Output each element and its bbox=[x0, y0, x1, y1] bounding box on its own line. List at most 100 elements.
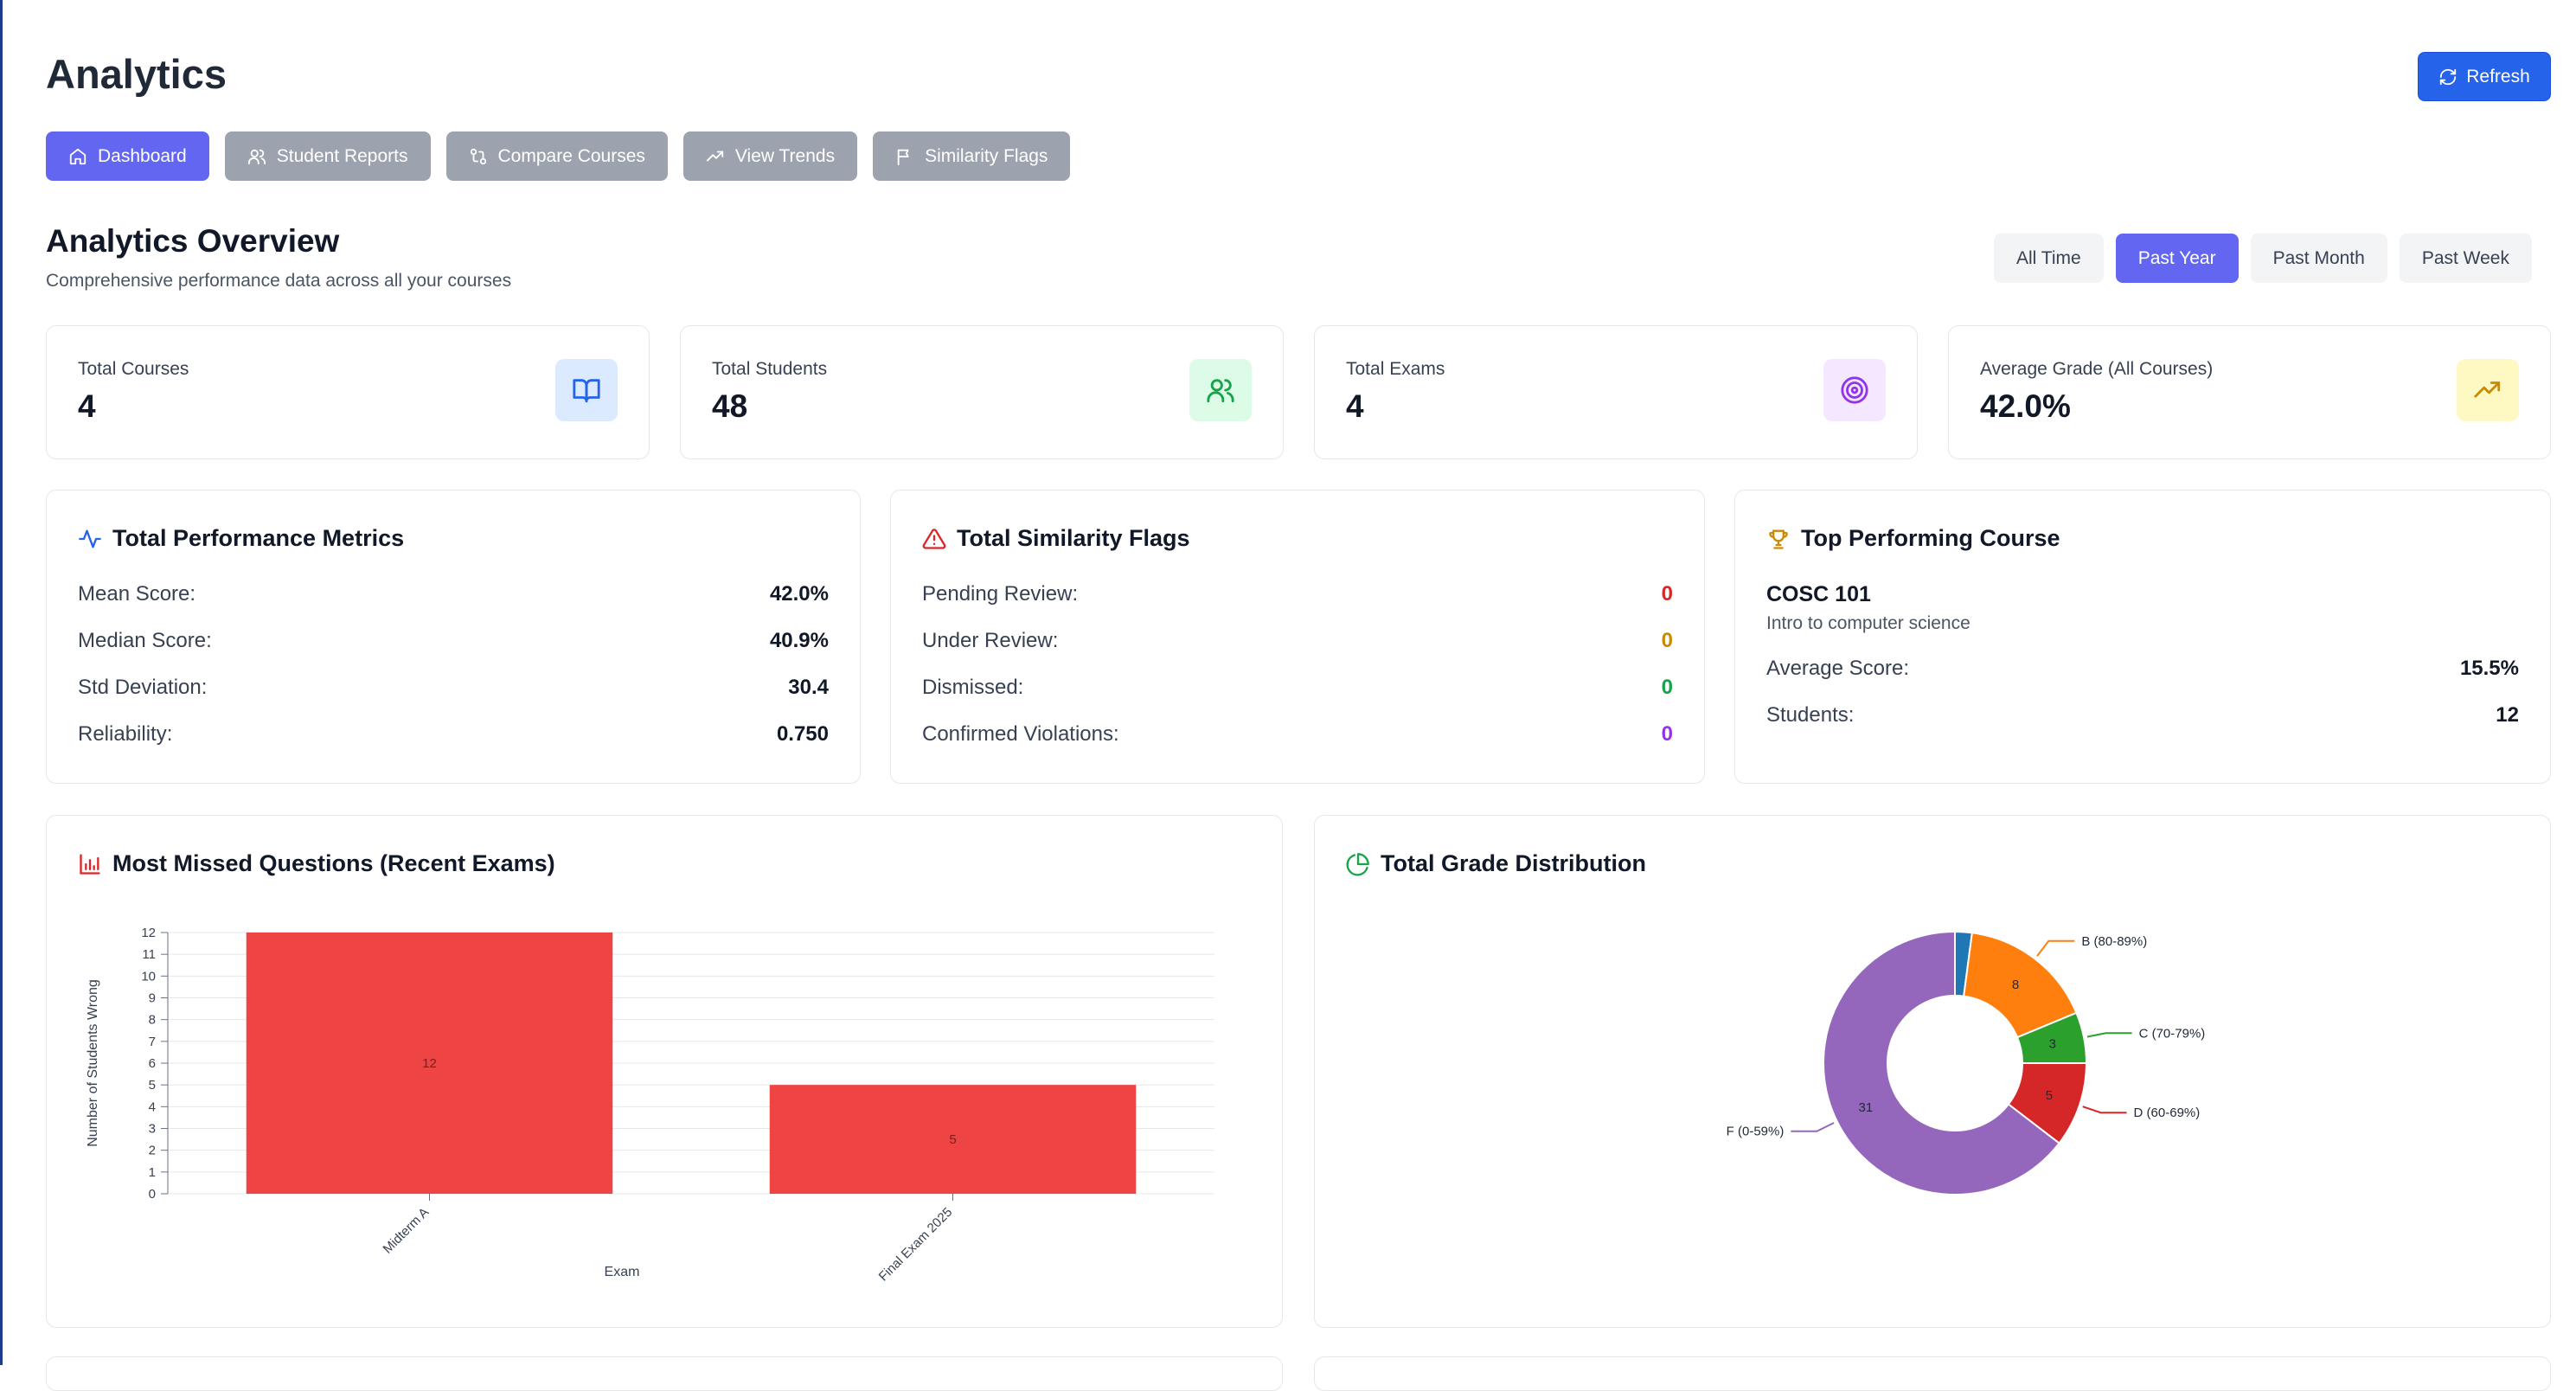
home-icon bbox=[69, 148, 87, 164]
stat-label: Total Courses bbox=[78, 359, 189, 379]
tab-compare-courses[interactable]: Compare Courses bbox=[445, 131, 668, 181]
period-past-year[interactable]: Past Year bbox=[2115, 234, 2239, 283]
course-row: Students: 12 bbox=[1766, 703, 2519, 728]
metric-label: Median Score: bbox=[78, 629, 212, 652]
flag-row: Under Review: 0 bbox=[922, 629, 1673, 653]
bar-value-label: 5 bbox=[949, 1132, 956, 1147]
tab-view-trends-label: View Trends bbox=[734, 145, 836, 166]
next-card-right bbox=[1314, 1356, 2551, 1391]
flag-icon bbox=[897, 149, 909, 165]
metric-row: Mean Score: 42.0% bbox=[78, 582, 829, 606]
tab-dashboard-label: Dashboard bbox=[98, 145, 187, 166]
compare-icon bbox=[470, 148, 486, 164]
flag-label: Pending Review: bbox=[922, 582, 1079, 606]
bar-value-label: 12 bbox=[422, 1056, 437, 1071]
flag-row: Pending Review: 0 bbox=[922, 582, 1673, 606]
stat-value: 48 bbox=[712, 388, 748, 424]
stat-label: Average Grade (All Courses) bbox=[1980, 359, 2214, 379]
stat-icon-box bbox=[2457, 359, 2519, 421]
y-tick-label: 10 bbox=[141, 969, 156, 984]
stat-icon-box bbox=[555, 359, 618, 421]
tab-similarity-flags[interactable]: Similarity Flags bbox=[873, 131, 1071, 181]
users-icon bbox=[247, 149, 266, 164]
y-tick-label: 0 bbox=[149, 1187, 156, 1202]
top-course-card: Top Performing Course COSC 101 Intro to … bbox=[1734, 490, 2551, 784]
similarity-flags-card: Total Similarity Flags Pending Review: 0 … bbox=[890, 490, 1705, 784]
stat-card-exams: Total Exams 4 bbox=[1314, 325, 1918, 459]
slice-label: B (80-89%) bbox=[2081, 934, 2147, 949]
trophy-icon bbox=[1769, 529, 1788, 549]
y-axis-label: Number of Students Wrong bbox=[86, 979, 100, 1147]
card-title-text: Most Missed Questions (Recent Exams) bbox=[112, 850, 555, 876]
slice-label: C (70-79%) bbox=[2139, 1026, 2206, 1041]
bar bbox=[769, 1085, 1137, 1194]
stat-value: 4 bbox=[1346, 388, 1364, 424]
tab-dashboard[interactable]: Dashboard bbox=[46, 131, 209, 181]
x-tick-label: Final Exam 2025 bbox=[876, 1205, 956, 1285]
slice-leader-line bbox=[2082, 1106, 2127, 1114]
stat-icon-box bbox=[1823, 359, 1886, 421]
refresh-label: Refresh bbox=[2466, 66, 2530, 87]
slice-value-label: 3 bbox=[2049, 1037, 2056, 1052]
period-past-week[interactable]: Past Week bbox=[2399, 234, 2532, 283]
stat-card-average-grade: Average Grade (All Courses) 42.0% bbox=[1948, 325, 2551, 459]
nav-tabs: Dashboard Student Reports Compare Course… bbox=[46, 131, 1071, 181]
card-title-text: Total Performance Metrics bbox=[112, 525, 405, 551]
course-value: 12 bbox=[2496, 703, 2519, 727]
stat-value: 42.0% bbox=[1980, 388, 2071, 424]
tab-student-reports[interactable]: Student Reports bbox=[224, 131, 431, 181]
y-tick-label: 5 bbox=[149, 1078, 156, 1093]
tab-student-reports-label: Student Reports bbox=[276, 145, 408, 166]
y-tick-label: 11 bbox=[142, 947, 156, 962]
grade-distribution-title: Total Grade Distribution bbox=[1346, 850, 1646, 877]
course-value: 15.5% bbox=[2459, 657, 2519, 680]
trending-up-icon bbox=[2474, 381, 2501, 398]
slice-label: D (60-69%) bbox=[2134, 1106, 2201, 1120]
next-card-left bbox=[46, 1356, 1283, 1391]
top-course-code: COSC 101 bbox=[1766, 582, 1871, 606]
warning-icon bbox=[922, 528, 946, 549]
slice-label: F (0-59%) bbox=[1727, 1125, 1785, 1139]
flag-label: Under Review: bbox=[922, 629, 1059, 652]
grade-distribution-card: Total Grade Distribution 8 B (80-89%) 3 C (… bbox=[1314, 815, 2551, 1328]
slice-leader-line bbox=[2086, 1032, 2132, 1038]
slice-value-label: 31 bbox=[1859, 1100, 1874, 1115]
tab-view-trends[interactable]: View Trends bbox=[682, 131, 858, 181]
refresh-button[interactable]: Refresh bbox=[2418, 52, 2551, 101]
period-past-month[interactable]: Past Month bbox=[2250, 234, 2387, 283]
y-tick-label: 12 bbox=[141, 926, 156, 940]
course-label: Average Score: bbox=[1766, 657, 1909, 680]
slice-leader-line bbox=[2036, 939, 2075, 957]
slice-value-label: 8 bbox=[2012, 978, 2019, 992]
y-tick-label: 7 bbox=[149, 1035, 156, 1049]
flag-value: 0 bbox=[1661, 722, 1673, 746]
metric-label: Mean Score: bbox=[78, 582, 196, 606]
overview-subtitle: Comprehensive performance data across al… bbox=[46, 271, 512, 291]
x-axis-label: Exam bbox=[605, 1265, 640, 1279]
metric-value: 30.4 bbox=[788, 676, 829, 699]
stat-label: Total Students bbox=[712, 359, 828, 379]
card-title-text: Total Grade Distribution bbox=[1381, 850, 1647, 876]
stat-card-courses: Total Courses 4 bbox=[46, 325, 650, 459]
period-filter: All Time Past Year Past Month Past Week bbox=[1994, 234, 2532, 283]
stat-card-students: Total Students 48 bbox=[680, 325, 1284, 459]
y-tick-label: 4 bbox=[149, 1099, 156, 1114]
tab-compare-courses-label: Compare Courses bbox=[497, 145, 645, 166]
metric-row: Std Deviation: 30.4 bbox=[78, 676, 829, 700]
y-tick-label: 2 bbox=[149, 1144, 156, 1158]
stat-icon-box bbox=[1189, 359, 1252, 421]
y-tick-label: 3 bbox=[149, 1122, 156, 1137]
refresh-icon bbox=[2440, 68, 2457, 85]
period-all-time[interactable]: All Time bbox=[1994, 234, 2104, 283]
bar bbox=[246, 933, 613, 1194]
page-title: Analytics bbox=[46, 51, 227, 97]
flag-value: 0 bbox=[1661, 582, 1673, 606]
similarity-flags-title: Total Similarity Flags bbox=[922, 525, 1190, 552]
course-row: Average Score: 15.5% bbox=[1766, 657, 2519, 681]
metric-label: Std Deviation: bbox=[78, 676, 208, 699]
x-tick-label: Midterm A bbox=[381, 1205, 433, 1257]
flag-label: Dismissed: bbox=[922, 676, 1024, 699]
